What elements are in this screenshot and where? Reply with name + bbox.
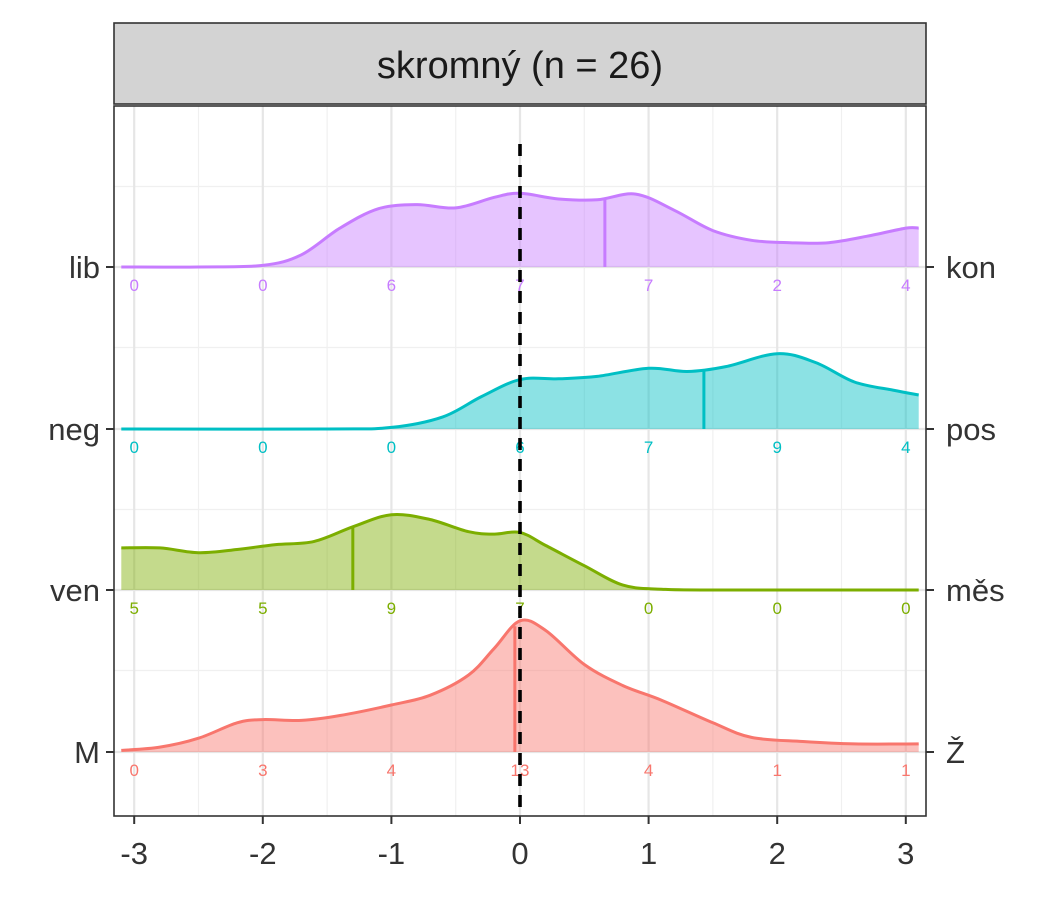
density-area-neg [121,353,919,430]
count-label: 7 [644,438,653,457]
x-tick-label: 1 [640,836,657,871]
y-tick-label-left: neg [48,412,100,447]
x-tick-label: -1 [378,836,406,871]
count-label: 7 [644,276,653,295]
count-label: 5 [129,599,138,618]
count-label: 9 [772,438,781,457]
count-label: 1 [772,761,781,780]
density-line-lib [121,191,919,269]
density-line-ven [121,512,919,592]
y-tick-label-right: pos [946,412,996,447]
count-label: 7 [515,276,524,295]
y-tick-label-left: M [74,735,100,770]
x-tick-label: 3 [897,836,914,871]
count-label: 0 [901,599,910,618]
y-tick-label-right: kon [946,250,996,285]
chart-title: skromný (n = 26) [377,45,663,87]
density-line-M [121,618,919,752]
count-label: 0 [258,438,267,457]
facet-strip-background [113,22,927,105]
count-label: 0 [129,276,138,295]
count-label: 4 [901,276,910,295]
count-label: 0 [129,438,138,457]
count-label: 0 [387,438,396,457]
count-label: 6 [387,276,396,295]
y-tick-label-right: měs [946,573,1005,608]
count-label: 9 [387,599,396,618]
facet-strip: skromný (n = 26) [113,22,927,105]
count-label: 0 [644,599,653,618]
series-M: 0 3 4 13 4 1 1 [121,618,919,780]
count-label: 0 [258,276,267,295]
count-label: 4 [901,438,910,457]
count-label: 4 [387,761,396,780]
x-tick-label: -2 [249,836,277,871]
x-tick-label: 0 [511,836,528,871]
count-label: 0 [772,599,781,618]
count-label: 0 [129,761,138,780]
count-label: 1 [901,761,910,780]
x-tick-label: -3 [120,836,148,871]
density-line-neg [121,352,919,431]
y-tick-label-right: Ž [946,735,965,770]
count-label: 2 [772,276,781,295]
count-label: 3 [258,761,267,780]
y-tick-label-left: lib [69,250,100,285]
y-tick-label-left: ven [50,573,100,608]
count-label: 13 [511,761,530,780]
count-label: 4 [644,761,653,780]
series-neg: 0006794 [121,352,919,457]
x-tick-label: 2 [769,836,786,871]
count-label: 5 [258,599,267,618]
